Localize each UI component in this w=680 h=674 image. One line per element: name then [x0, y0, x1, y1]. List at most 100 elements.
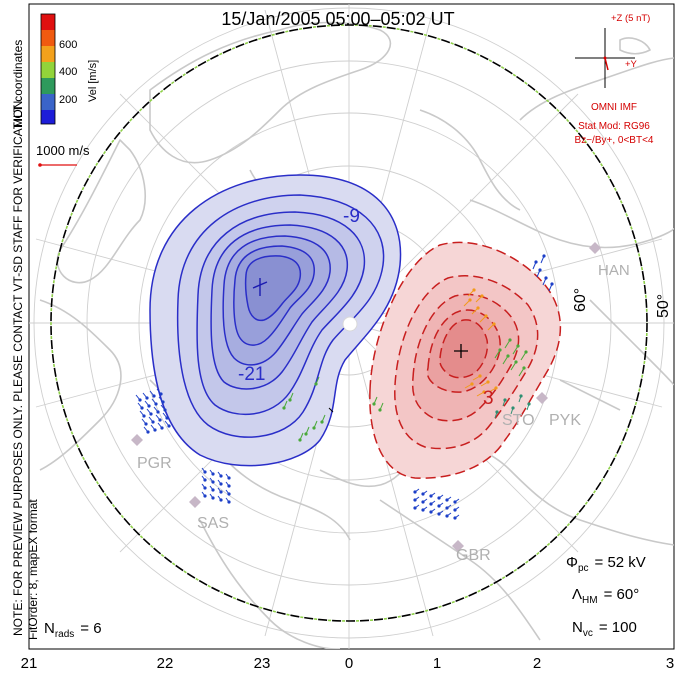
velocity-vector-origin: [453, 516, 457, 520]
velocity-colorbar: [40, 13, 56, 125]
velocity-vector-origin: [421, 508, 425, 512]
imf-model-label: Stat Mod: RG96: [578, 121, 650, 132]
velocity-vector-origin: [445, 498, 449, 502]
velocity-vector-origin: [495, 410, 499, 414]
velocity-vector-origin: [167, 424, 171, 428]
velocity-vector-origin: [288, 398, 292, 402]
velocity-vector-origin: [161, 400, 165, 404]
velocity-vector-origin: [227, 476, 231, 480]
velocity-vector-origin: [534, 260, 538, 264]
contour-label-minus-21: -21: [238, 364, 265, 385]
velocity-vector-origin: [421, 492, 425, 496]
velocity-vector-origin: [156, 410, 160, 414]
mlt-tick-1: 1: [433, 655, 441, 672]
velocity-vector-origin: [519, 394, 523, 398]
radar-site-han-marker: [589, 242, 601, 254]
mlt-tick-3: 3: [666, 655, 674, 672]
velocity-vector-origin: [429, 494, 433, 498]
velocity-vectors: [135, 254, 554, 520]
contour-label-3: 3: [483, 388, 494, 409]
velocity-vector-origin: [468, 298, 472, 302]
velocity-vector-origin: [542, 254, 546, 258]
velocity-vector-origin: [153, 428, 157, 432]
colorbar-tick-400: 400: [59, 66, 77, 78]
velocity-vector-origin: [219, 490, 223, 494]
velocity-vector-origin: [142, 414, 146, 418]
velocity-vector-origin: [320, 420, 324, 424]
mlt-tick-2: 2: [533, 655, 541, 672]
imf-clock-dial: [575, 28, 635, 88]
velocity-vector-origin: [145, 396, 149, 400]
coordinate-system-label: MLT coordinates: [11, 40, 25, 128]
velocity-vector-origin: [486, 380, 490, 384]
velocity-vector-origin: [478, 374, 482, 378]
velocity-vector-origin: [314, 382, 318, 386]
velocity-vector-origin: [149, 412, 153, 416]
velocity-vector-origin: [227, 484, 231, 488]
velocity-vector-origin: [219, 474, 223, 478]
velocity-vector-origin: [378, 408, 382, 412]
velocity-vector-origin: [203, 478, 207, 482]
radar-site-gbr-marker: [452, 540, 464, 552]
potential-minimum-marker: [252, 278, 268, 296]
velocity-vector-origin: [484, 314, 488, 318]
radar-sites: [131, 242, 601, 552]
imf-source-label: OMNI IMF: [591, 102, 637, 113]
stat-phi-pc: Φpc = 52 kV: [566, 554, 646, 574]
mlt-tick-23: 23: [254, 655, 271, 672]
svg-text:Nvc= 100: Nvc = 100: [572, 619, 637, 639]
colorbar-label: Vel [m/s]: [87, 60, 99, 102]
velocity-vector-origin: [445, 514, 449, 518]
velocity-vector-origin: [203, 486, 207, 490]
velocity-vector-origin: [282, 406, 286, 410]
radar-site-pgr-marker: [131, 434, 143, 446]
velocity-vector-origin: [163, 408, 167, 412]
geographic-pole-marker: [342, 316, 358, 332]
velocity-vector-origin: [413, 498, 417, 502]
velocity-vector-origin: [203, 494, 207, 498]
velocity-vector-origin: [158, 418, 162, 422]
velocity-vector-origin: [413, 490, 417, 494]
radar-site-sas-marker: [189, 496, 201, 508]
velocity-vector-origin: [492, 322, 496, 326]
velocity-vector-origin: [550, 282, 554, 286]
velocity-vector-origin: [453, 508, 457, 512]
velocity-vector-origin: [304, 432, 308, 436]
imf-condition-label: Bz−/By+, 0<BT<4: [575, 135, 654, 146]
radar-label-han: HAN: [598, 262, 630, 279]
velocity-vector-origin: [429, 510, 433, 514]
velocity-vector-origin: [506, 354, 510, 358]
velocity-vector-origin: [159, 392, 163, 396]
velocity-vector-origin: [544, 276, 548, 280]
velocity-vector-origin: [146, 430, 150, 434]
velocity-vector-origin: [498, 348, 502, 352]
velocity-vector-origin: [437, 512, 441, 516]
velocity-vector-origin: [437, 504, 441, 508]
preview-note: NOTE: FOR PREVIEW PURPOSES ONLY. PLEASE …: [11, 97, 25, 636]
velocity-vector-origin: [160, 426, 164, 430]
velocity-vector-origin: [453, 500, 457, 504]
radar-label-gbr: GBR: [456, 547, 491, 564]
velocity-vector-origin: [211, 496, 215, 500]
velocity-vector-origin: [140, 406, 144, 410]
velocity-vector-origin: [211, 488, 215, 492]
velocity-vector-origin: [144, 422, 148, 426]
svg-text:Φpc= 52 kV: Φpc = 52 kV: [566, 554, 646, 574]
velocity-vector-origin: [538, 268, 542, 272]
velocity-vector-origin: [445, 506, 449, 510]
radar-label-pgr: PGR: [137, 455, 172, 472]
vector-scale-label: 1000 m/s: [36, 143, 90, 158]
velocity-vector-origin: [227, 500, 231, 504]
latitude-label-50: 50°: [655, 294, 672, 318]
radar-label-sto: STO: [502, 412, 535, 429]
svg-text:ΛHM= 60°: ΛHM = 60°: [572, 586, 639, 606]
velocity-vector-origin: [503, 398, 507, 402]
radar-label-pyk: PYK: [549, 412, 581, 429]
stat-lambda-hm: ΛHM = 60°: [572, 586, 639, 606]
velocity-vector-origin: [152, 394, 156, 398]
velocity-vector-origin: [372, 402, 376, 406]
heppner-maynard-boundary: [50, 24, 648, 622]
mlt-tick-0: 0: [345, 655, 353, 672]
mlt-tick-22: 22: [157, 655, 174, 672]
svg-text:Nrads= 6: Nrads = 6: [44, 620, 102, 640]
